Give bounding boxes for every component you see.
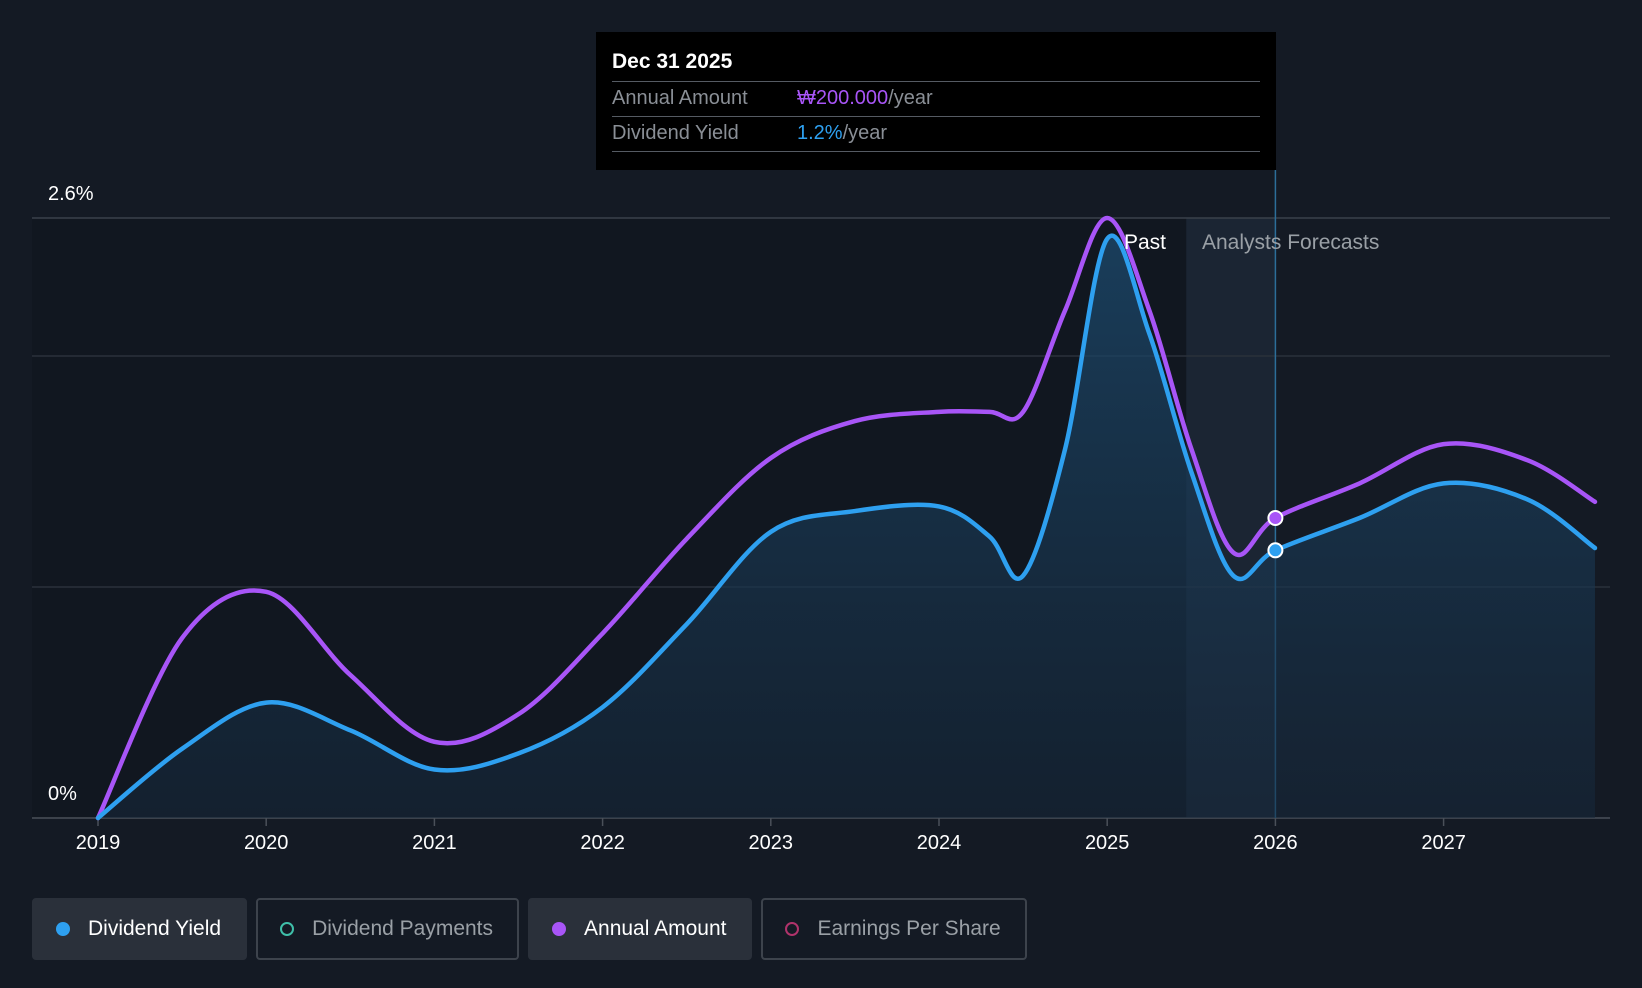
- x-tick-label: 2020: [243, 832, 289, 854]
- legend-label: Annual Amount: [584, 917, 727, 940]
- legend-label: Dividend Payments: [312, 917, 494, 940]
- tooltip-unit: /year: [888, 87, 933, 109]
- legend-label: Earnings Per Share: [817, 917, 1001, 940]
- legend-earnings-per-share[interactable]: Earnings Per Share: [761, 898, 1027, 960]
- tooltip-label: Annual Amount: [612, 87, 748, 109]
- legend-dividend-payments[interactable]: Dividend Payments: [256, 898, 520, 960]
- legend-dot-icon: [56, 922, 70, 936]
- tooltip-date: Dec 31 2025: [612, 50, 733, 73]
- forecast-label: Analysts Forecasts: [1202, 231, 1380, 254]
- tooltip-row-dividend-yield: Dividend Yield 1.2% /year: [612, 116, 1260, 152]
- tooltip-value: ₩200.000: [797, 87, 889, 109]
- y-tick-label-top: 2.6%: [48, 183, 94, 205]
- annual-amount-highlight-point: [1267, 510, 1284, 526]
- legend: Dividend Yield Dividend Payments Annual …: [32, 898, 1027, 960]
- legend-dividend-yield[interactable]: Dividend Yield: [32, 898, 248, 960]
- y-tick-label-zero: 0%: [48, 783, 77, 805]
- dividend-yield-area: [98, 235, 1595, 819]
- tooltip-unit: /year: [842, 122, 888, 144]
- x-tick-label: 2027: [1421, 832, 1466, 854]
- tooltip-row-annual-amount: Annual Amount ₩200.000 /year: [612, 81, 1260, 116]
- tooltip-value: 1.2%: [797, 122, 843, 144]
- x-tick-label: 2026: [1253, 832, 1298, 854]
- past-label: Past: [1124, 231, 1167, 254]
- legend-dot-icon: [280, 922, 295, 936]
- x-tick-label: 2021: [412, 832, 457, 854]
- tooltip: Dec 31 2025 Annual Amount ₩200.000 /year…: [596, 32, 1276, 170]
- dividend-yield-highlight-point: [1267, 542, 1284, 559]
- x-tick-label: 2025: [1084, 832, 1130, 854]
- x-tick-label: 2022: [580, 832, 625, 854]
- legend-label: Dividend Yield: [88, 917, 222, 940]
- legend-annual-amount[interactable]: Annual Amount: [528, 898, 753, 960]
- x-tick-label: 2023: [748, 832, 794, 854]
- tooltip-label: Dividend Yield: [612, 122, 739, 144]
- x-tick-label: 2024: [916, 832, 962, 854]
- legend-dot-icon: [785, 922, 800, 936]
- x-tick-label: 2019: [75, 832, 121, 854]
- legend-dot-icon: [552, 922, 567, 936]
